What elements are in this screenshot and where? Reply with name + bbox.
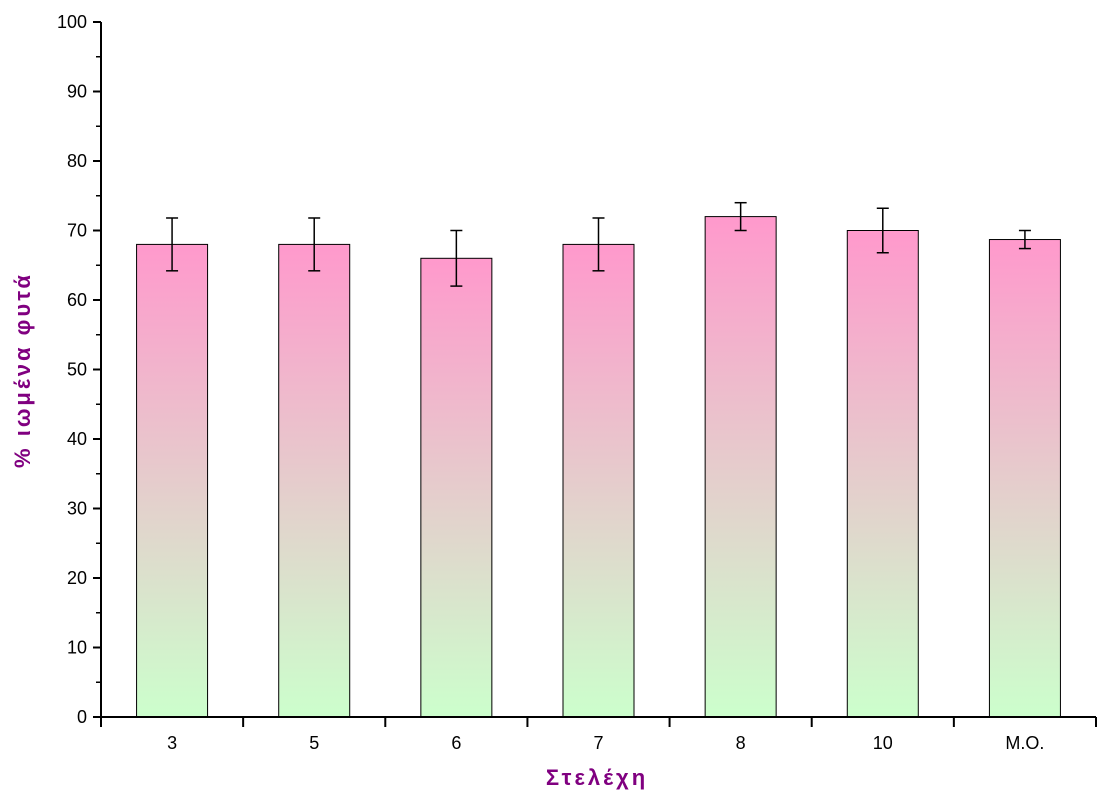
x-tick-label: 10: [873, 733, 893, 753]
bar-6: [420, 257, 493, 718]
y-tick-label: 50: [67, 360, 87, 380]
y-tick-label: 0: [77, 707, 87, 727]
tick-labels-layer: 3 5 6 7 8 10 M.O. 0 10 20 30 40 50 60 70 80 90 100: [57, 12, 1044, 753]
bar-3: [136, 243, 209, 718]
bar-5: [278, 243, 351, 718]
error-bar-7: [592, 217, 605, 272]
error-bar-3: [166, 217, 179, 272]
x-tick-label: 7: [593, 733, 603, 753]
y-tick-label: 30: [67, 499, 87, 519]
x-tick-label: M.O.: [1005, 733, 1044, 753]
error-bar-6: [450, 229, 463, 287]
y-tick-label: 20: [67, 568, 87, 588]
y-tick-label: 80: [67, 151, 87, 171]
bar-10: [846, 230, 919, 718]
y-tick-label: 100: [57, 12, 87, 32]
y-tick-label: 10: [67, 638, 87, 658]
x-tick-label: 3: [167, 733, 177, 753]
error-bar-8: [734, 201, 747, 232]
bar-M.O.: [988, 239, 1061, 718]
bars-layer: [136, 216, 1061, 718]
x-tick-label: 5: [309, 733, 319, 753]
y-tick-label: 70: [67, 221, 87, 241]
x-tick-label: 8: [736, 733, 746, 753]
y-tick-label: 90: [67, 82, 87, 102]
error-bar-5: [308, 217, 321, 272]
y-axis-title: % ιωμένα φυτά: [10, 272, 35, 468]
error-bars-layer: [166, 201, 1031, 287]
y-tick-label: 40: [67, 429, 87, 449]
axes-layer: [93, 21, 1097, 727]
y-tick-label: 60: [67, 290, 87, 310]
error-bar-10: [876, 207, 889, 254]
bar-8: [704, 216, 777, 718]
bar-7: [562, 243, 635, 718]
x-axis-title: Στελέχη: [546, 765, 648, 790]
x-tick-label: 6: [451, 733, 461, 753]
error-bar-M.O.: [1018, 229, 1031, 250]
